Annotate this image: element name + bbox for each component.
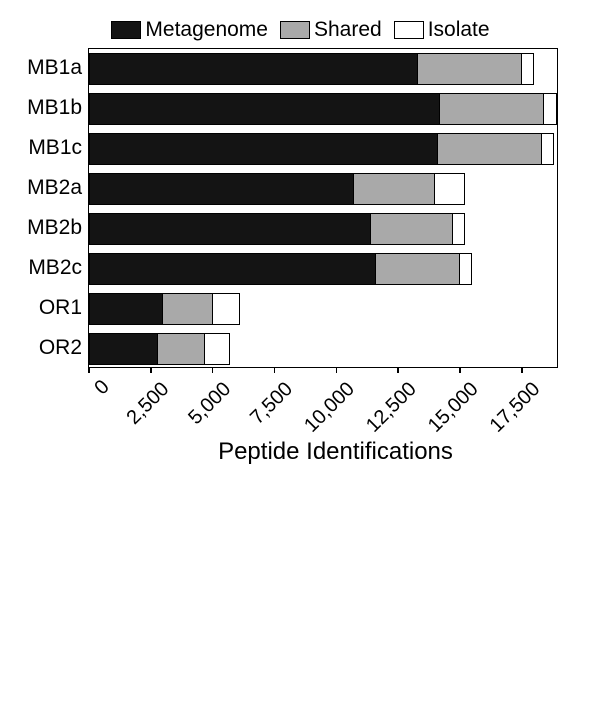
plot <box>88 48 558 368</box>
bar-MB1b <box>89 93 557 124</box>
bar-MB2c <box>89 253 472 284</box>
seg-MB2a-isolate <box>435 173 465 204</box>
y-axis-labels: MB1aMB1bMB1cMB2aMB2bMB2cOR1OR2 <box>18 48 88 368</box>
legend-label-shared: Shared <box>314 18 382 42</box>
seg-OR2-shared <box>158 333 205 364</box>
seg-MB2c-isolate <box>460 253 472 284</box>
seg-MB1b-shared <box>440 93 544 124</box>
y-label-MB1a: MB1a <box>18 48 88 88</box>
legend-swatch-metagenome <box>111 21 141 39</box>
legend-swatch-shared <box>280 21 310 39</box>
x-label: 0 <box>90 378 112 400</box>
seg-OR1-metagenome <box>89 293 163 324</box>
plot-area: MB1aMB1bMB1cMB2aMB2bMB2cOR1OR2 <box>18 48 583 368</box>
seg-MB2c-metagenome <box>89 253 376 284</box>
seg-MB1b-isolate <box>544 93 556 124</box>
legend-swatch-isolate <box>394 21 424 39</box>
seg-MB1c-shared <box>438 133 542 164</box>
seg-MB1a-isolate <box>522 53 534 84</box>
bar-OR1 <box>89 293 240 324</box>
y-label-MB1c: MB1c <box>18 128 88 168</box>
legend-item-shared: Shared <box>280 18 382 42</box>
legend-item-metagenome: Metagenome <box>111 18 268 42</box>
seg-MB1a-shared <box>418 53 522 84</box>
seg-OR1-isolate <box>213 293 240 324</box>
legend-label-isolate: Isolate <box>428 18 490 42</box>
x-label: 12,500 <box>181 378 422 619</box>
y-label-MB2b: MB2b <box>18 208 88 248</box>
y-label-MB2a: MB2a <box>18 168 88 208</box>
seg-MB2b-shared <box>371 213 453 244</box>
y-label-MB2c: MB2c <box>18 248 88 288</box>
seg-MB1c-metagenome <box>89 133 438 164</box>
legend-item-isolate: Isolate <box>394 18 490 42</box>
seg-MB1b-metagenome <box>89 93 440 124</box>
y-label-MB1b: MB1b <box>18 88 88 128</box>
bar-MB2a <box>89 173 465 204</box>
y-label-OR1: OR1 <box>18 288 88 328</box>
seg-MB1c-isolate <box>542 133 554 164</box>
bar-MB1a <box>89 53 534 84</box>
seg-MB2b-isolate <box>453 213 465 244</box>
seg-MB2b-metagenome <box>89 213 371 244</box>
bar-MB2b <box>89 213 465 244</box>
x-axis-labels: 02,5005,0007,50010,00012,50015,00017,500 <box>88 368 558 438</box>
seg-OR2-isolate <box>205 333 230 364</box>
seg-MB2c-shared <box>376 253 460 284</box>
legend-label-metagenome: Metagenome <box>145 18 268 42</box>
bar-OR2 <box>89 333 230 364</box>
seg-OR1-shared <box>163 293 212 324</box>
y-label-OR2: OR2 <box>18 328 88 368</box>
seg-OR2-metagenome <box>89 333 158 364</box>
legend: Metagenome Shared Isolate <box>18 18 583 42</box>
seg-MB2a-metagenome <box>89 173 354 204</box>
peptide-chart: Metagenome Shared Isolate MB1aMB1bMB1cMB2a… <box>18 18 583 490</box>
seg-MB1a-metagenome <box>89 53 418 84</box>
bar-MB1c <box>89 133 554 164</box>
seg-MB2a-shared <box>354 173 436 204</box>
